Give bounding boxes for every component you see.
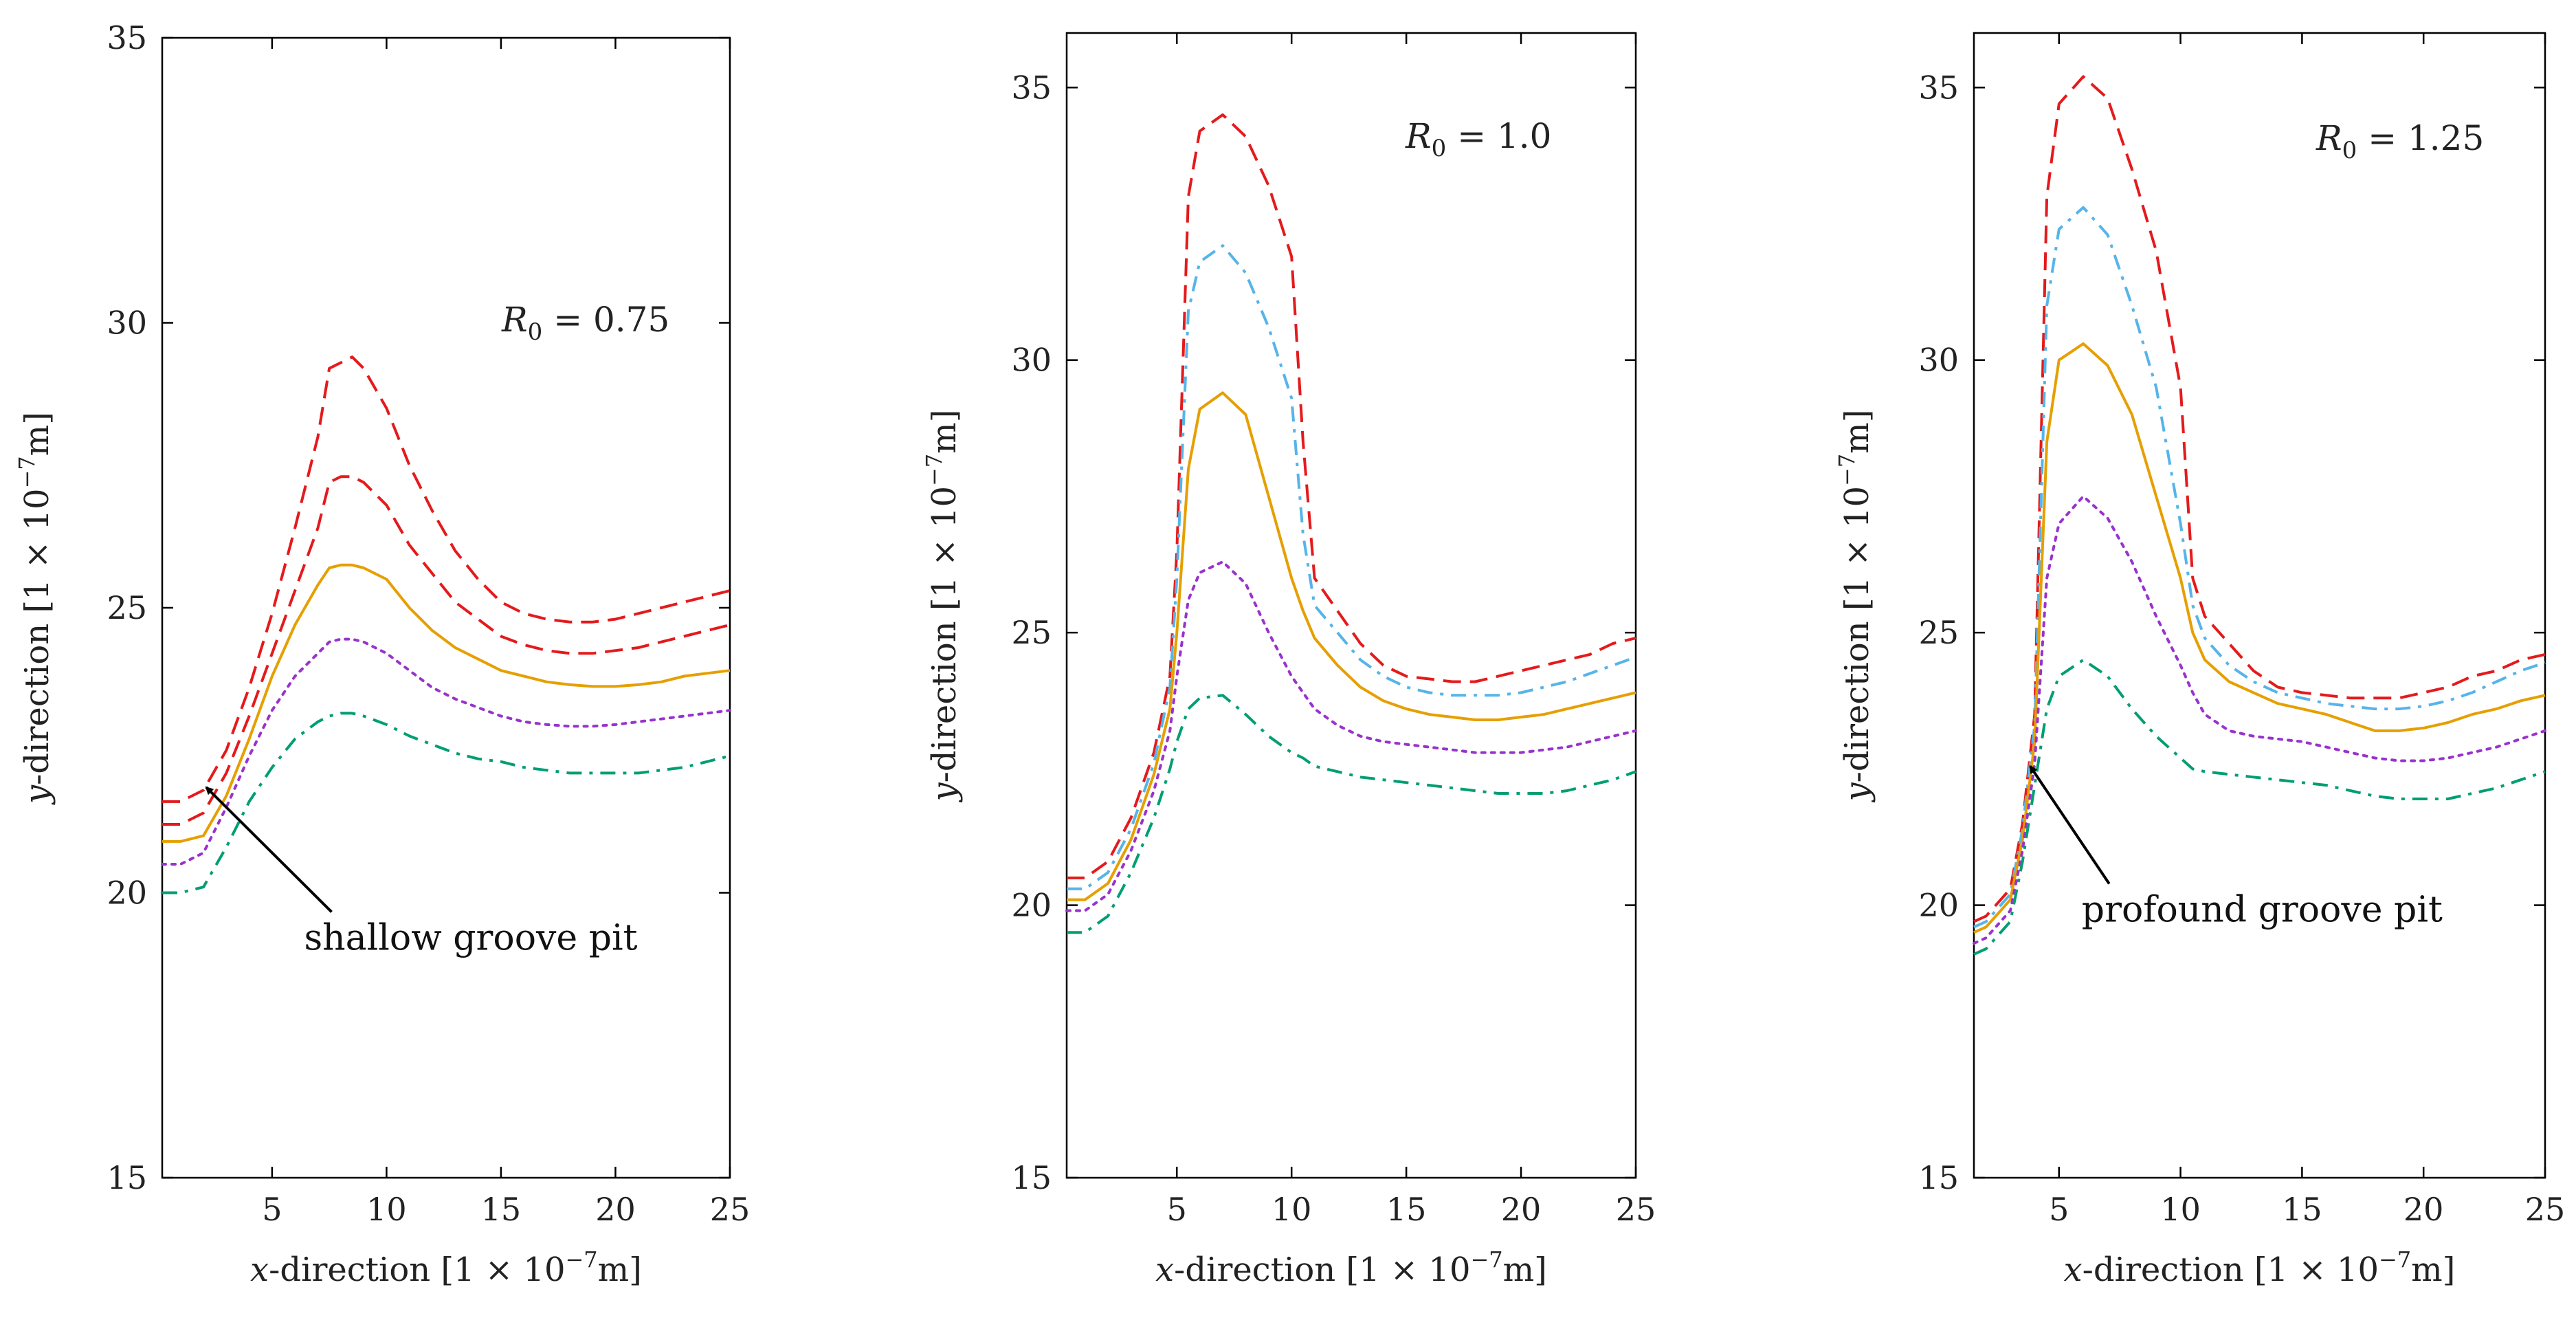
y-tick-label: 35 [1011, 69, 1052, 106]
y-tick-label: 25 [107, 589, 147, 626]
series-line-red-dashed-upper [162, 355, 731, 803]
y-axis-label: y-direction [1 × 10−7m] [921, 410, 964, 803]
series-line-cyan-dashdot [1973, 206, 2546, 929]
x-tick-label: 20 [2403, 1191, 2444, 1228]
x-tick-label: 15 [2282, 1191, 2322, 1228]
plot-frame [1973, 32, 2546, 1179]
annotation-text: shallow groove pit [304, 917, 637, 958]
series-line-purple-dotted [161, 637, 731, 866]
y-tick-label: 35 [107, 19, 147, 56]
series-line-red-dashed [1973, 75, 2546, 923]
x-tick-label: 25 [710, 1191, 751, 1228]
y-axis-label: y-direction [1 × 10−7m] [14, 412, 56, 805]
series-line-purple-dotted [1973, 494, 2546, 945]
y-tick-label: 15 [1011, 1159, 1052, 1196]
y-tick-label: 20 [107, 875, 147, 912]
series-line-orange-solid [1067, 391, 1636, 901]
y-tick-label: 25 [1918, 614, 1959, 651]
series-line-purple-dotted [1065, 560, 1637, 912]
x-axis-label: x-direction [1 × 10−7m] [1155, 1246, 1547, 1289]
series-line-orange-solid [1973, 342, 2546, 934]
panel-r0-125: 5 10 15 20 25 15 20 25 30 35 x-direction [1 × 10−7… [1834, 32, 2566, 1289]
annotation-arrow [2029, 765, 2111, 885]
y-tick-label: 30 [1918, 342, 1959, 379]
panel-r0-100: 5 10 15 20 25 15 20 25 30 35 x-direction [1 × 10−7… [921, 32, 1656, 1289]
r0-label: R0 = 1.0 [1405, 116, 1552, 162]
series-line-orange-solid [162, 563, 731, 843]
y-tick-label: 25 [1011, 614, 1052, 651]
series-line-green-dashdot [1067, 694, 1636, 934]
y-tick-label: 30 [1011, 342, 1052, 379]
x-axis-label: x-direction [1 × 10−7m] [2064, 1246, 2456, 1289]
x-tick-label: 20 [1501, 1191, 1542, 1228]
r0-label: R0 = 1.25 [2316, 118, 2484, 164]
y-axis-label: y-direction [1 × 10−7m] [1834, 410, 1876, 803]
y-tick-label: 15 [107, 1159, 147, 1196]
plot-frame [161, 36, 731, 1179]
y-tick-label: 30 [107, 305, 147, 342]
series-line-green-dashdot [162, 712, 731, 894]
series-line-green-dashdot [1973, 658, 2546, 956]
y-tick-label: 20 [1011, 887, 1052, 924]
x-tick-label: 15 [481, 1191, 522, 1228]
plot-frame [1065, 32, 1637, 1179]
y-tick-label: 15 [1918, 1159, 1959, 1196]
annotation-text: profound groove pit [2082, 889, 2443, 930]
x-tick-label: 10 [2160, 1191, 2201, 1228]
x-tick-label: 10 [1272, 1191, 1312, 1228]
x-tick-label: 20 [595, 1191, 636, 1228]
annotation-arrow [205, 786, 333, 913]
r0-label: R0 = 0.75 [501, 300, 669, 346]
x-tick-label: 10 [366, 1191, 407, 1228]
panel-r0-075: 5 10 15 20 25 15 20 25 30 35 x-direction [1 × 10−7… [14, 19, 750, 1289]
x-tick-label: 5 [2049, 1191, 2069, 1228]
x-axis-label: x-direction [1 × 10−7m] [250, 1246, 642, 1289]
x-tick-label: 25 [2525, 1191, 2566, 1228]
y-tick-label: 20 [1918, 887, 1959, 924]
x-tick-label: 15 [1386, 1191, 1427, 1228]
series-line-cyan-dashdot [1067, 244, 1636, 890]
y-tick-label: 35 [1918, 69, 1959, 106]
x-tick-label: 5 [262, 1191, 282, 1228]
series-line-red-dashed [1067, 113, 1636, 879]
x-tick-label: 5 [1167, 1191, 1187, 1228]
x-tick-label: 25 [1616, 1191, 1656, 1228]
